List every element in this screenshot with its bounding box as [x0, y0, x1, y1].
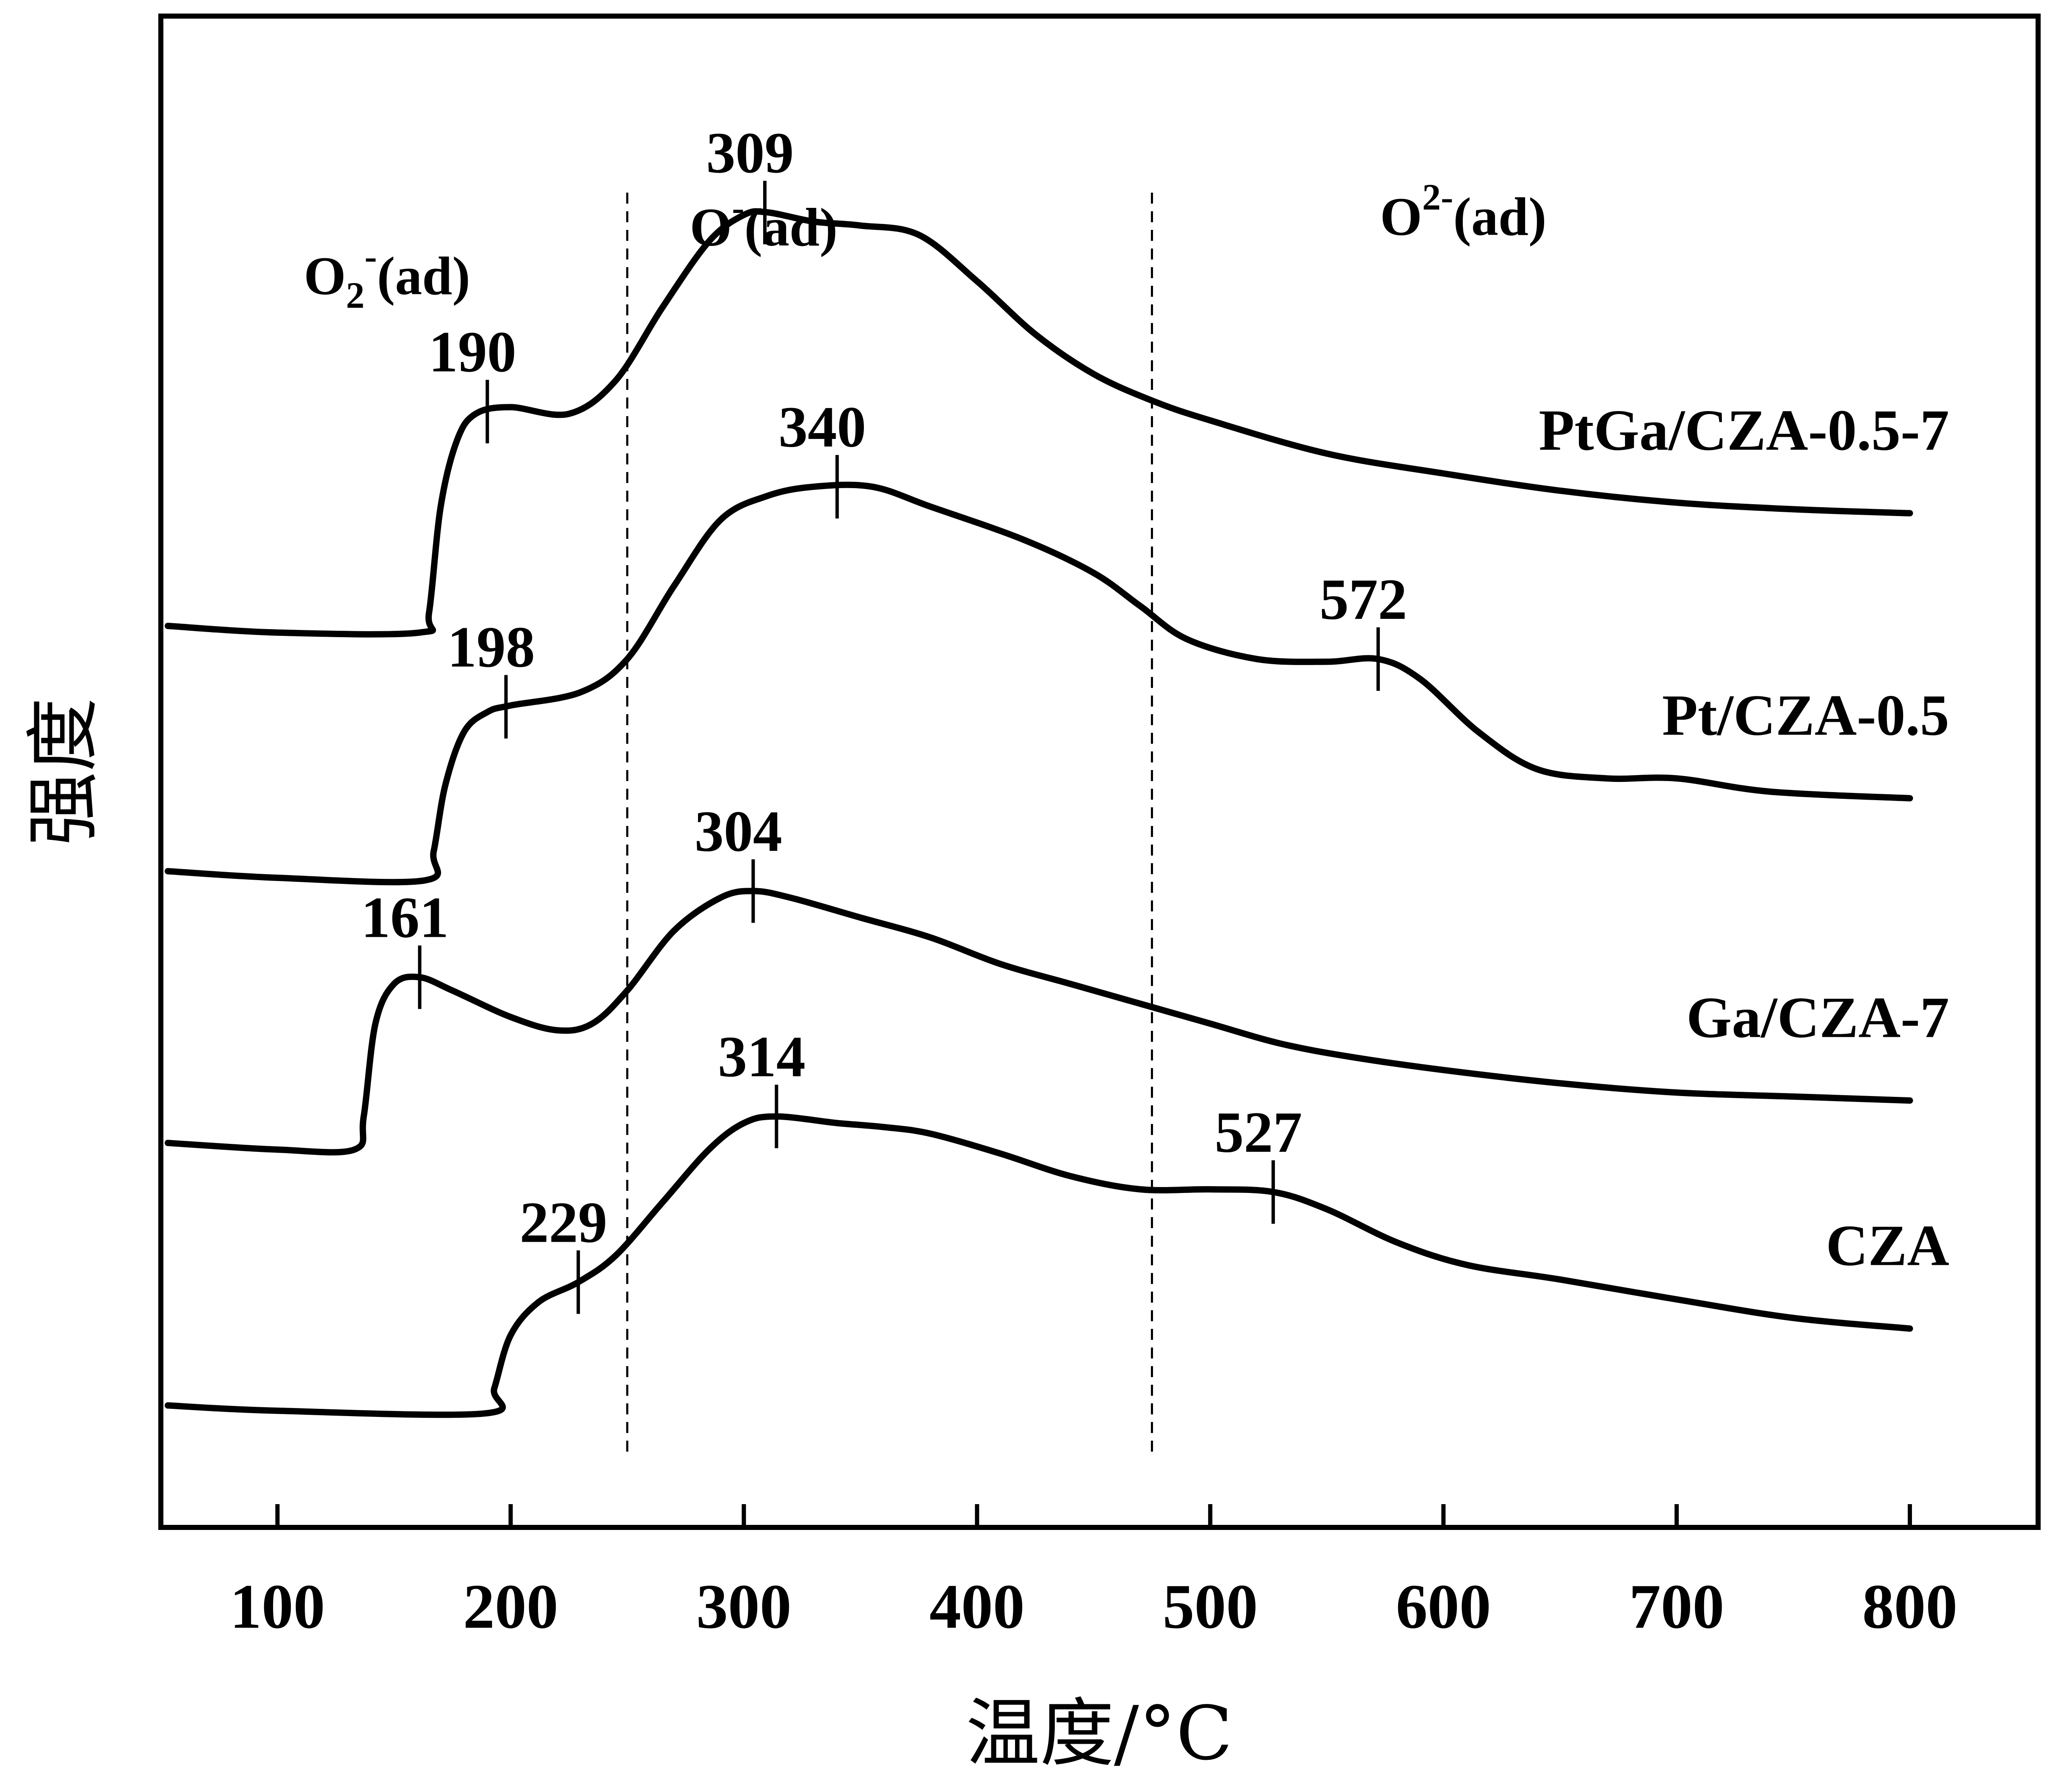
x-tick-label: 300	[696, 1571, 792, 1642]
series-1: 198 340 572 Pt/CZA-0.5	[165, 395, 1949, 886]
x-tick-label: 700	[1629, 1571, 1724, 1642]
x-axis-title: 温度/°C	[966, 1691, 1233, 1777]
y-axis-title: 强度	[21, 698, 107, 846]
series-label: Ga/CZA-7	[1686, 985, 1949, 1050]
peak-label: 229	[520, 1190, 607, 1255]
region-label-3: O2-(ad)	[1380, 177, 1546, 247]
series-layer: 190309PtGa/CZA-0.5-7198340572Pt/CZA-0.51…	[165, 120, 1949, 1418]
series-line	[165, 1113, 1913, 1418]
peak-label: 198	[447, 615, 535, 679]
peak-label: 572	[1319, 567, 1407, 632]
peak-label: 309	[706, 120, 794, 185]
region-labels: O2-(ad) O-(ad) O2-(ad)	[304, 177, 1547, 316]
x-tick-label: 400	[930, 1571, 1025, 1642]
x-tick-label: 100	[230, 1571, 325, 1642]
series-2: 161 304 Ga/CZA-7	[165, 799, 1949, 1156]
x-tick-label: 200	[463, 1571, 558, 1642]
peak-label: 527	[1214, 1100, 1302, 1165]
peak-label: 314	[718, 1024, 806, 1089]
series-label: PtGa/CZA-0.5-7	[1539, 398, 1949, 462]
series-line	[165, 888, 1913, 1156]
series-line	[165, 208, 1913, 638]
peak-label: 190	[429, 319, 516, 384]
peak-label: 340	[778, 395, 866, 459]
plot-frame	[158, 14, 2041, 1530]
series-label: Pt/CZA-0.5	[1662, 683, 1949, 748]
series-3: 229 314 527 CZA	[165, 1024, 1949, 1418]
x-axis: 100 200 300 400 500 600 700 800	[230, 1504, 1957, 1642]
peak-label: 304	[695, 799, 782, 864]
series-line	[165, 481, 1913, 886]
x-tick-label: 500	[1163, 1571, 1258, 1642]
x-tick-label: 600	[1396, 1571, 1491, 1642]
region-label-1: O2-(ad)	[304, 236, 470, 316]
peak-label: 161	[361, 885, 449, 950]
x-tick-label: 800	[1862, 1571, 1957, 1642]
series-0: 190 309 PtGa/CZA-0.5-7	[165, 120, 1949, 638]
series-label: CZA	[1826, 1213, 1949, 1278]
region-label-2: O-(ad)	[690, 188, 838, 257]
